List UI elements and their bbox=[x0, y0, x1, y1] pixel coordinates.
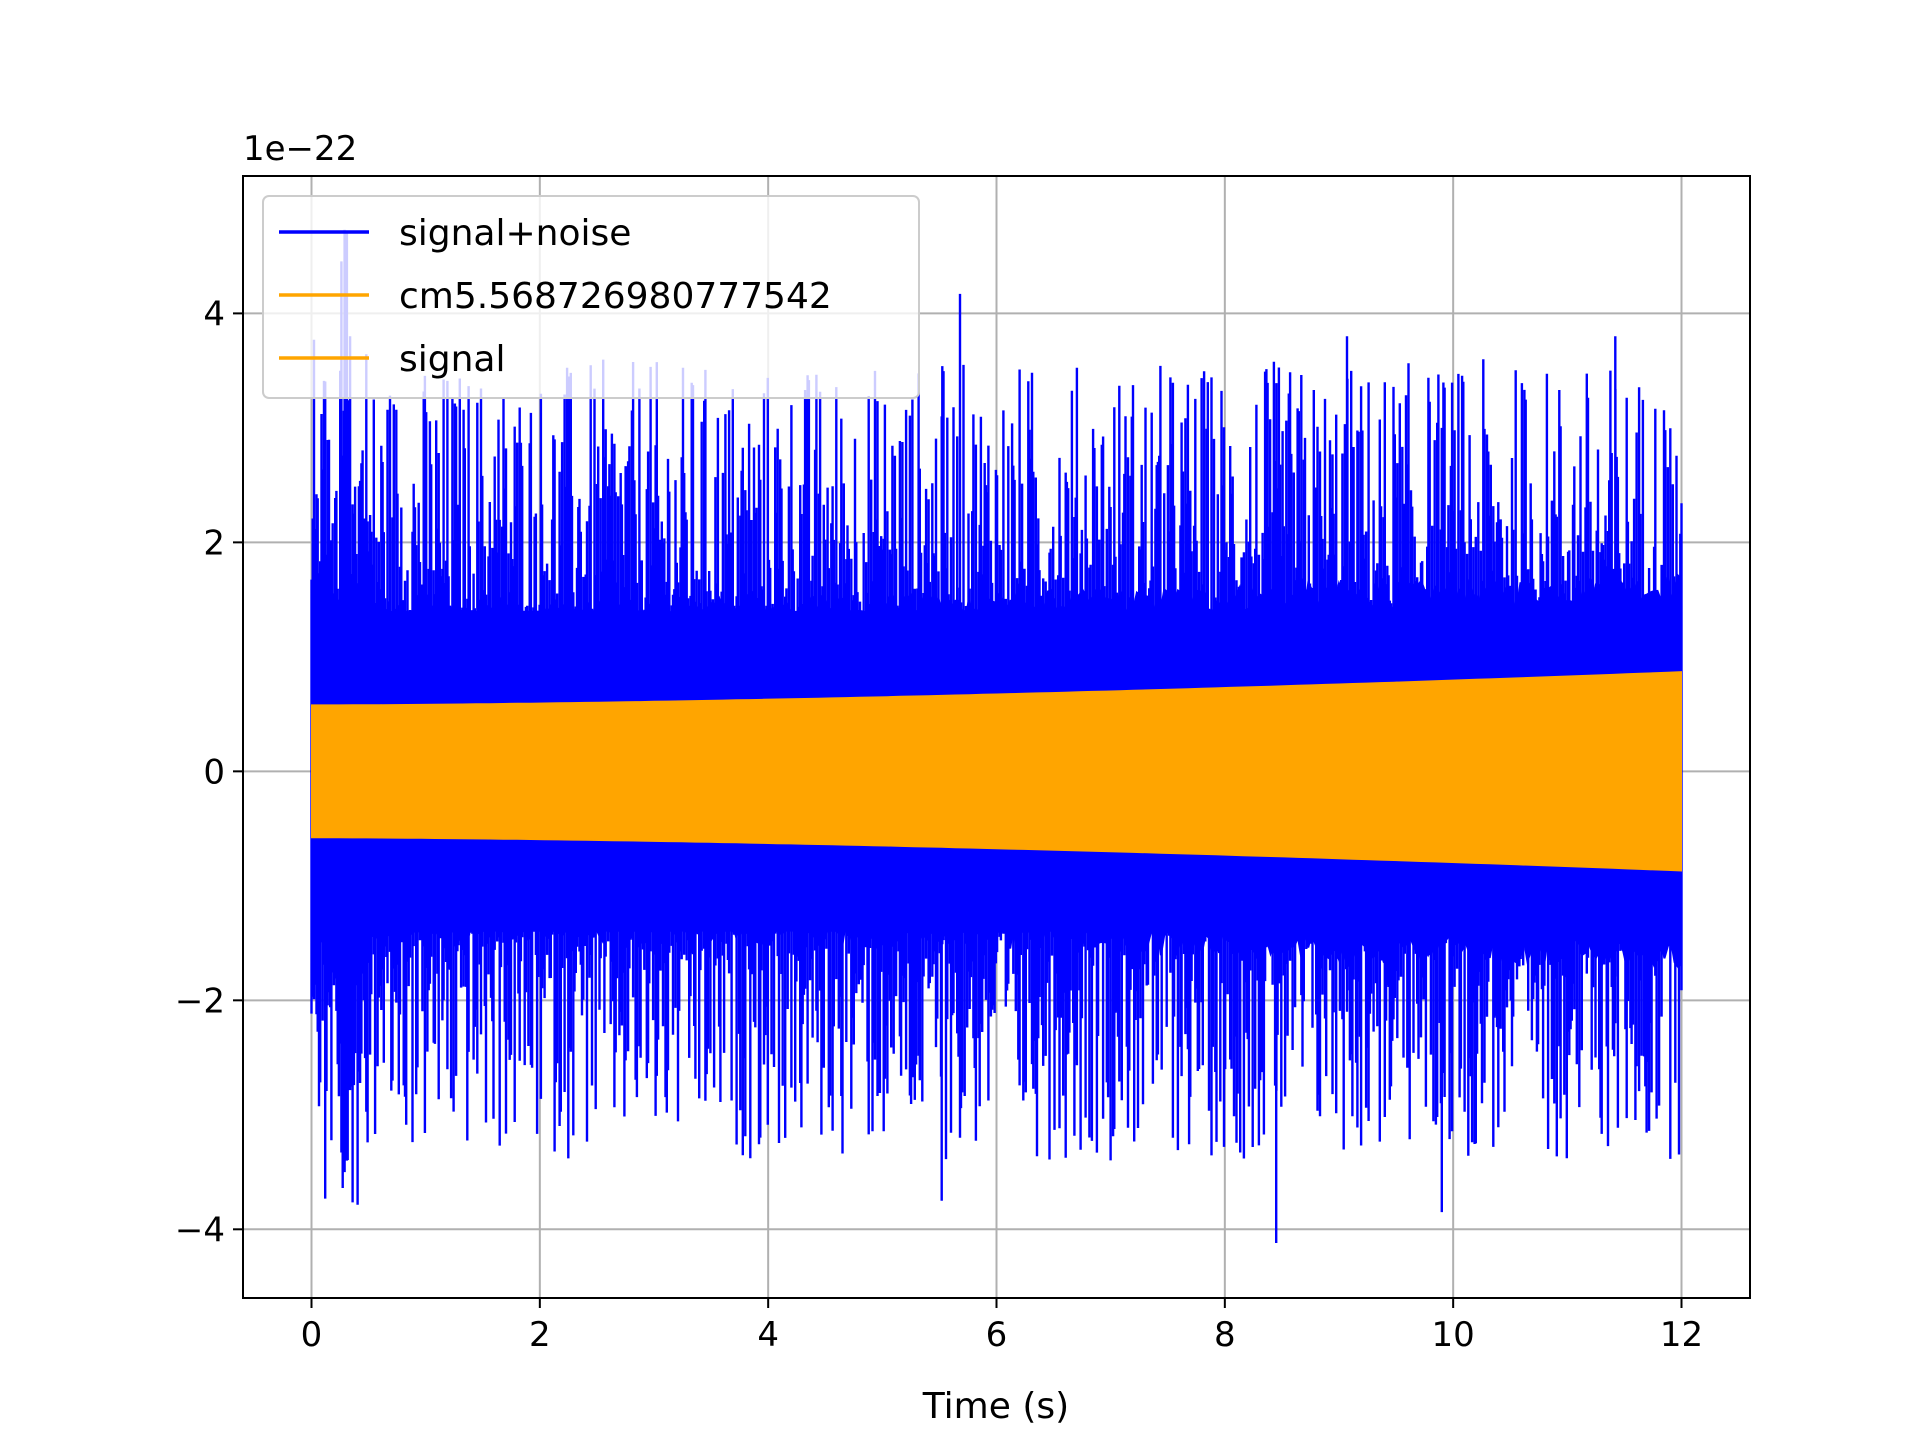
x-tick-label: 12 bbox=[1660, 1315, 1703, 1355]
y-tick-label: 0 bbox=[203, 752, 225, 792]
x-tick-label: 0 bbox=[301, 1315, 323, 1355]
x-tick-label: 2 bbox=[529, 1315, 551, 1355]
y-offset-label: 1e−22 bbox=[243, 129, 357, 169]
y-tick-label: 4 bbox=[203, 294, 225, 334]
y-tick-label: −4 bbox=[175, 1210, 225, 1250]
x-tick-label: 6 bbox=[986, 1315, 1008, 1355]
x-tick-label: 8 bbox=[1214, 1315, 1236, 1355]
plot-area bbox=[310, 229, 1683, 1243]
x-axis-label: Time (s) bbox=[922, 1386, 1069, 1427]
legend-label: signal bbox=[399, 339, 506, 380]
y-tick-label: 2 bbox=[203, 523, 225, 563]
x-tick-label: 4 bbox=[757, 1315, 779, 1355]
y-tick-label: −2 bbox=[175, 981, 225, 1021]
axis-ticks: 0 2 4 6 8 10 12 −4 −2 0 2 4 bbox=[175, 294, 1703, 1355]
legend-label: signal+noise bbox=[399, 213, 631, 254]
x-tick-label: 10 bbox=[1432, 1315, 1475, 1355]
legend-box bbox=[262, 195, 920, 399]
legend: signal+noise cm5.568726980777542 signal bbox=[262, 195, 920, 399]
signal-envelope bbox=[311, 671, 1682, 872]
legend-label: cm5.568726980777542 bbox=[399, 276, 832, 317]
